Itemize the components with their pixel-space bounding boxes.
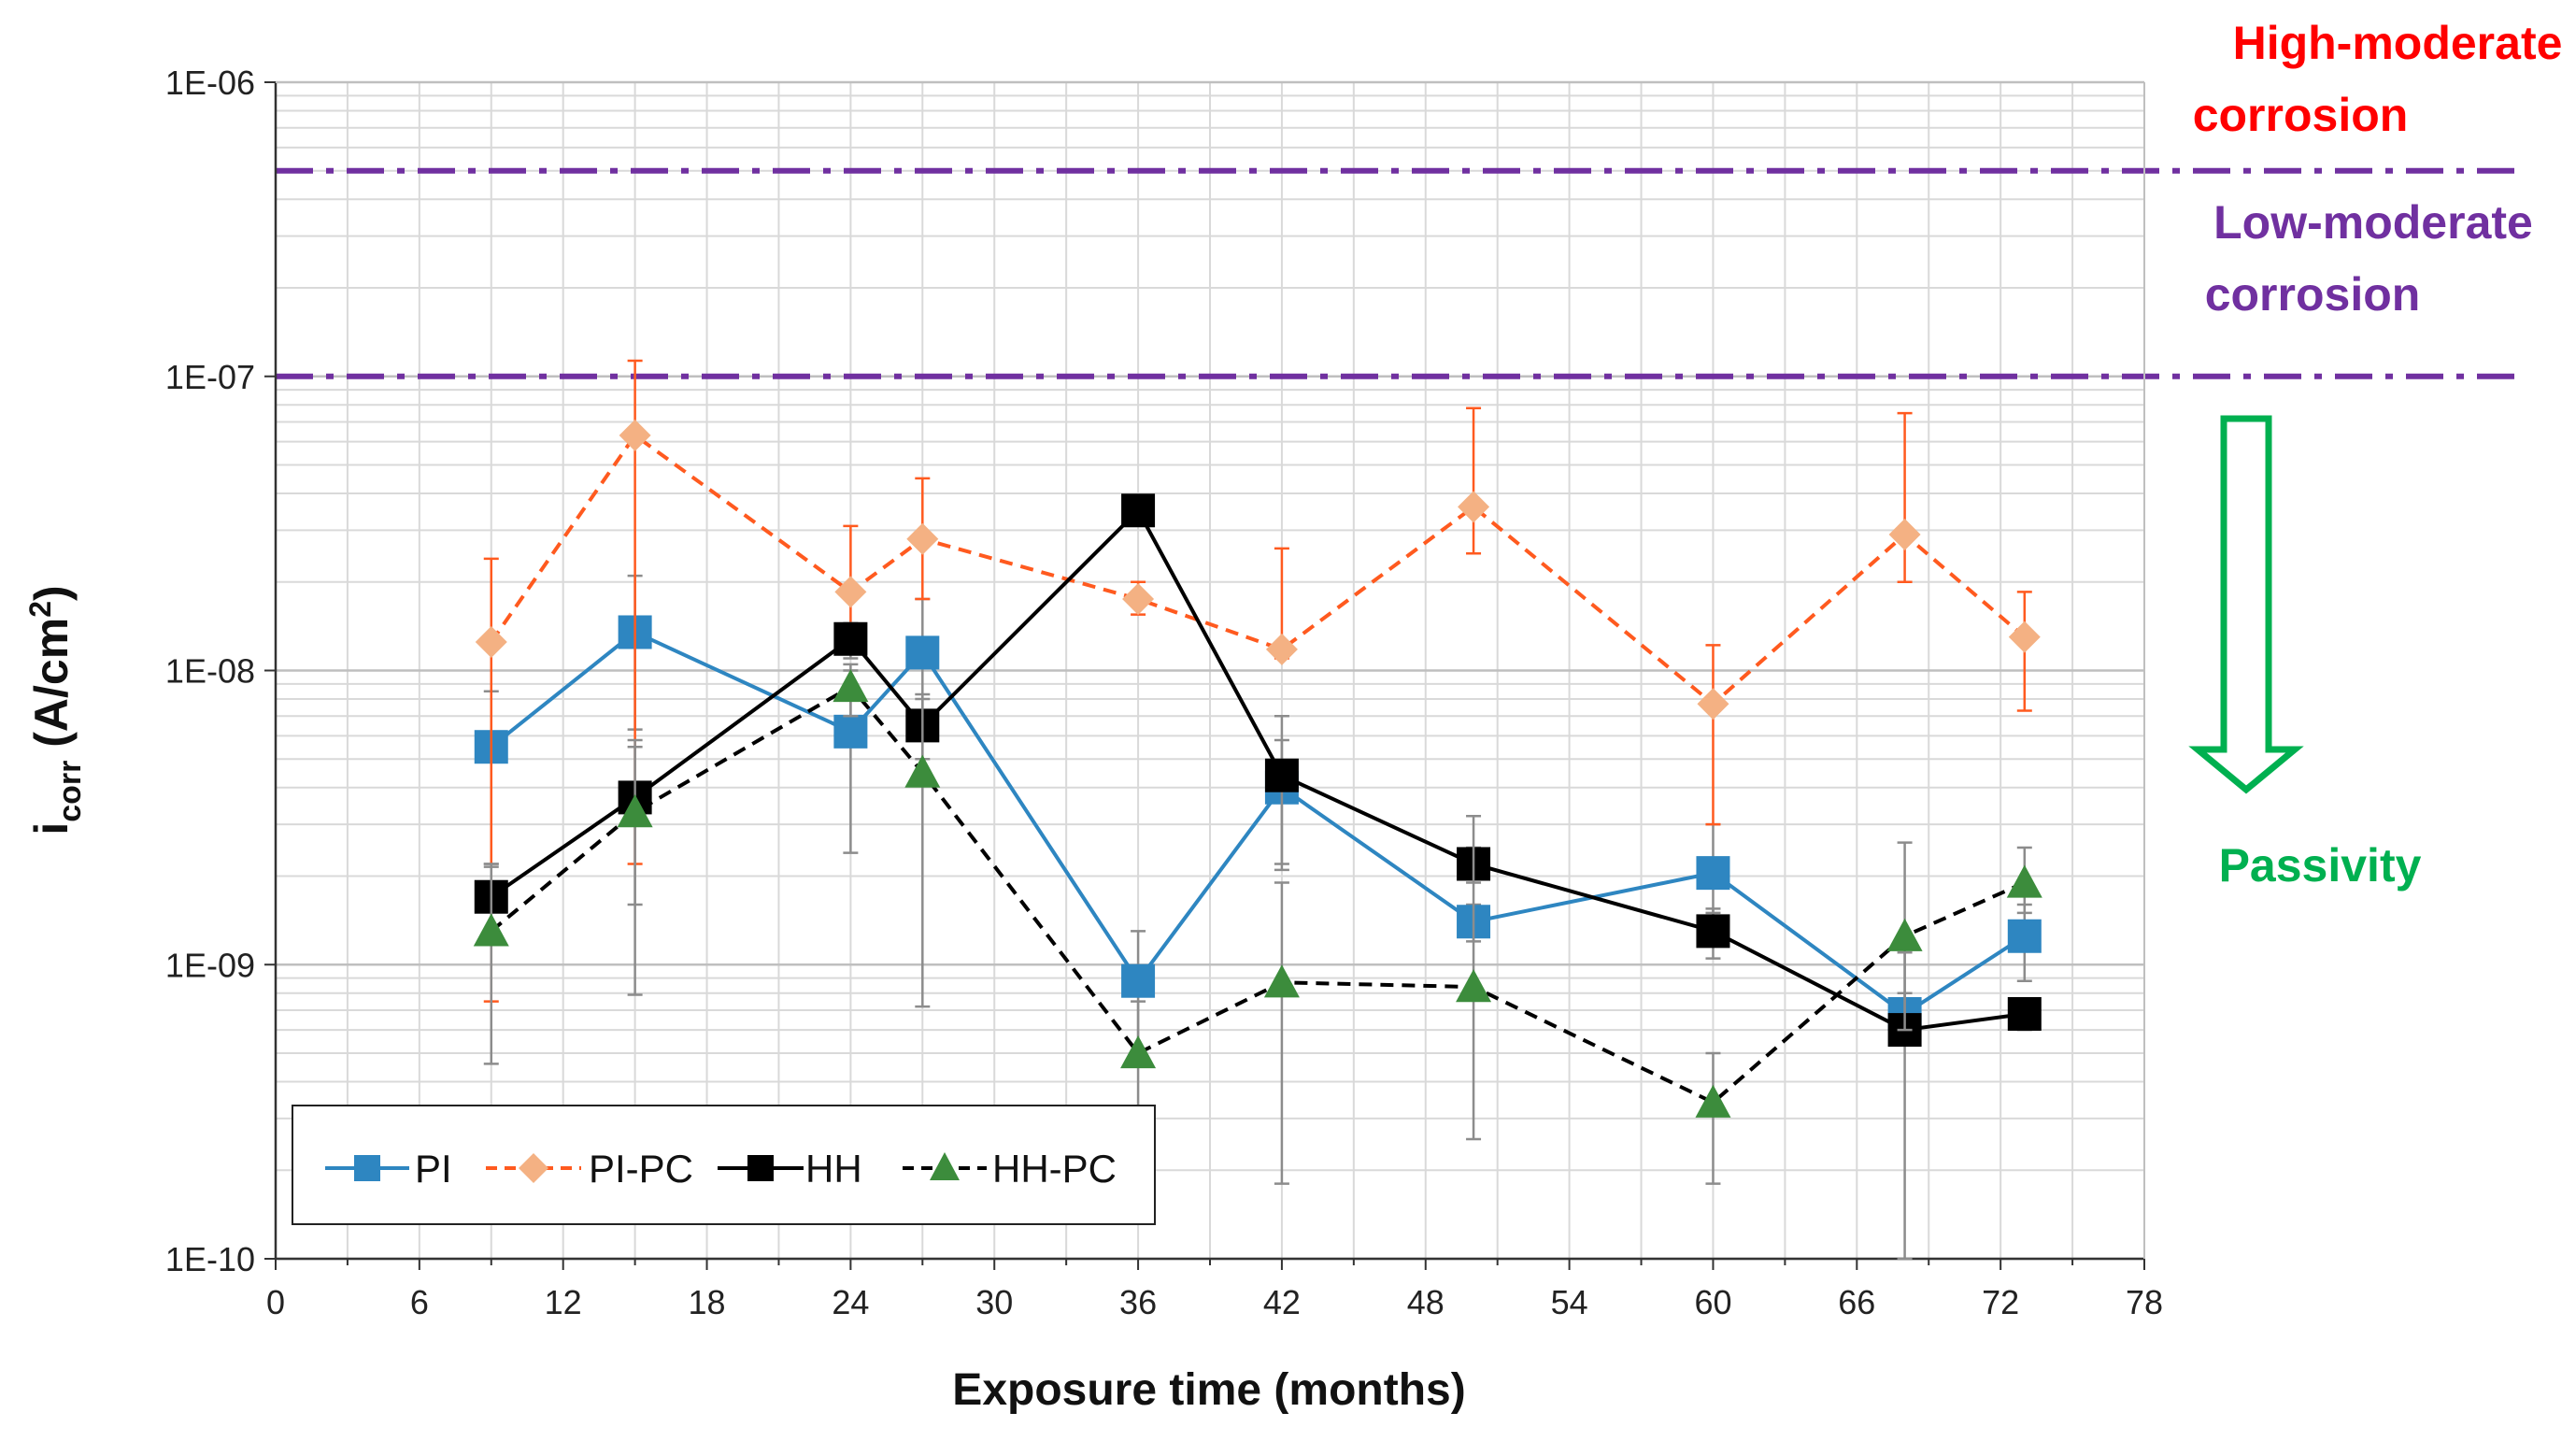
data-point-hh-pc [2006, 864, 2042, 898]
annotation-high-moderate: High-moderate corrosion [2193, 17, 2563, 141]
x-tick-label: 12 [545, 1283, 582, 1321]
threshold-lines [276, 167, 2523, 379]
legend: PI PI-PC HH HH-PC [292, 1105, 1156, 1225]
axes: 0 6 12 18 24 30 36 42 48 54 60 66 72 78 1E-10 1E-09 1E-0… [165, 64, 2163, 1321]
annotation-passivity: Passivity [2219, 839, 2422, 892]
x-tick-label: 18 [689, 1283, 726, 1321]
series-line-pi-pc [490, 433, 2027, 706]
data-point-hh [2007, 996, 2042, 1031]
legend-box [292, 1105, 1156, 1225]
svg-text:HH: HH [805, 1147, 862, 1191]
data-point-pi-pc [906, 522, 939, 555]
x-tick-label: 48 [1407, 1283, 1445, 1321]
x-tick-label: 66 [1838, 1283, 1875, 1321]
data-point-pi [833, 714, 868, 749]
data-point-pi-pc [1697, 688, 1729, 720]
data-point-pi-pc [1888, 518, 1921, 550]
data-point-hh [1696, 914, 1730, 949]
data-point-pi [2007, 919, 2042, 953]
legend-marker-pi [354, 1155, 380, 1181]
x-tick-label: 60 [1694, 1283, 1731, 1321]
annotation-high-moderate-line2: corrosion [2193, 89, 2409, 141]
y-axis-title-close: ) [25, 585, 78, 601]
svg-text:icorr (A/cm2): icorr (A/cm2) [23, 585, 88, 835]
data-point-hh [1121, 493, 1156, 528]
legend-entry-pi-pc: PI-PC [486, 1147, 693, 1191]
legend-entry-hh-pc: HH-PC [903, 1147, 1117, 1191]
legend-marker-pi-pc [519, 1153, 548, 1183]
series-line-hh-pc [490, 684, 2026, 1106]
series-pi-pc [475, 359, 2041, 1003]
series-line-hh [490, 506, 2026, 1033]
data-point-pi-pc [475, 625, 507, 658]
y-tick-label: 1E-06 [165, 64, 255, 102]
data-point-hh-pc [904, 754, 941, 788]
data-point-pi [1696, 856, 1730, 891]
svg-text:PI-PC: PI-PC [589, 1147, 693, 1191]
y-axis-title: icorr (A/cm2) [23, 585, 88, 835]
data-point-pi-pc [2008, 621, 2041, 653]
series-hh-pc [473, 663, 2042, 1185]
series-line-pi [490, 630, 2026, 1017]
x-tick-label: 42 [1263, 1283, 1301, 1321]
data-point-pi-pc [834, 576, 867, 608]
data-point-pi-pc [1122, 583, 1155, 616]
data-point-hh [1264, 758, 1299, 792]
y-tick-label: 1E-08 [165, 652, 255, 691]
passivity-arrow-icon [2188, 415, 2304, 794]
annotation-low-moderate-line1: Low-moderate [2213, 196, 2533, 249]
data-point-pi-pc [619, 419, 651, 451]
legend-entry-pi: PI [325, 1147, 452, 1191]
y-axis-title-sup: 2 [23, 601, 57, 618]
data-point-hh-pc [1263, 964, 1300, 998]
y-tick-label: 1E-10 [165, 1240, 255, 1278]
x-tick-label: 72 [1982, 1283, 2019, 1321]
data-point-hh-pc [1120, 1034, 1157, 1069]
annotation-high-moderate-line1: High-moderate [2233, 17, 2563, 69]
data-point-pi-pc [1458, 491, 1490, 523]
data-point-hh-pc [1456, 969, 1492, 1003]
svg-text:PI: PI [415, 1147, 452, 1191]
x-tick-label: 78 [2126, 1283, 2163, 1321]
data-point-hh-pc [1886, 918, 1923, 951]
y-axis-title-unit: (A/cm [25, 618, 78, 761]
y-tick-label: 1E-09 [165, 946, 255, 984]
x-tick-label: 30 [975, 1283, 1013, 1321]
data-point-hh-pc [473, 913, 509, 947]
annotation-low-moderate: Low-moderate corrosion [2205, 196, 2533, 321]
data-point-hh-pc [1695, 1084, 1731, 1118]
data-series [473, 359, 2042, 1261]
x-tick-label: 36 [1119, 1283, 1157, 1321]
x-tick-label: 24 [832, 1283, 869, 1321]
legend-marker-hh [747, 1155, 774, 1181]
data-point-pi [905, 635, 940, 670]
gridlines [276, 80, 2144, 1261]
x-tick-label: 54 [1551, 1283, 1588, 1321]
y-tick-label: 1E-07 [165, 358, 255, 396]
data-point-pi-pc [1265, 633, 1298, 665]
data-point-hh [833, 621, 868, 656]
svg-text:HH-PC: HH-PC [992, 1147, 1117, 1191]
legend-marker-hh-pc [930, 1152, 960, 1180]
y-axis-title-main: i [25, 822, 78, 835]
y-axis-title-sub: corr [52, 761, 88, 822]
legend-entry-hh: HH [718, 1147, 862, 1191]
data-point-pi [1121, 963, 1156, 998]
error-bars-pi-pc [483, 359, 2032, 1003]
x-tick-label: 6 [410, 1283, 429, 1321]
data-point-hh-pc [833, 668, 869, 703]
annotation-passivity-text: Passivity [2219, 839, 2422, 892]
data-point-hh-pc [617, 794, 653, 828]
annotation-low-moderate-line2: corrosion [2205, 268, 2421, 321]
svg-text:Exposure time (months): Exposure time (months) [952, 1365, 1465, 1415]
x-tick-label: 0 [266, 1283, 285, 1321]
x-axis-title: Exposure time (months) [952, 1365, 1465, 1415]
